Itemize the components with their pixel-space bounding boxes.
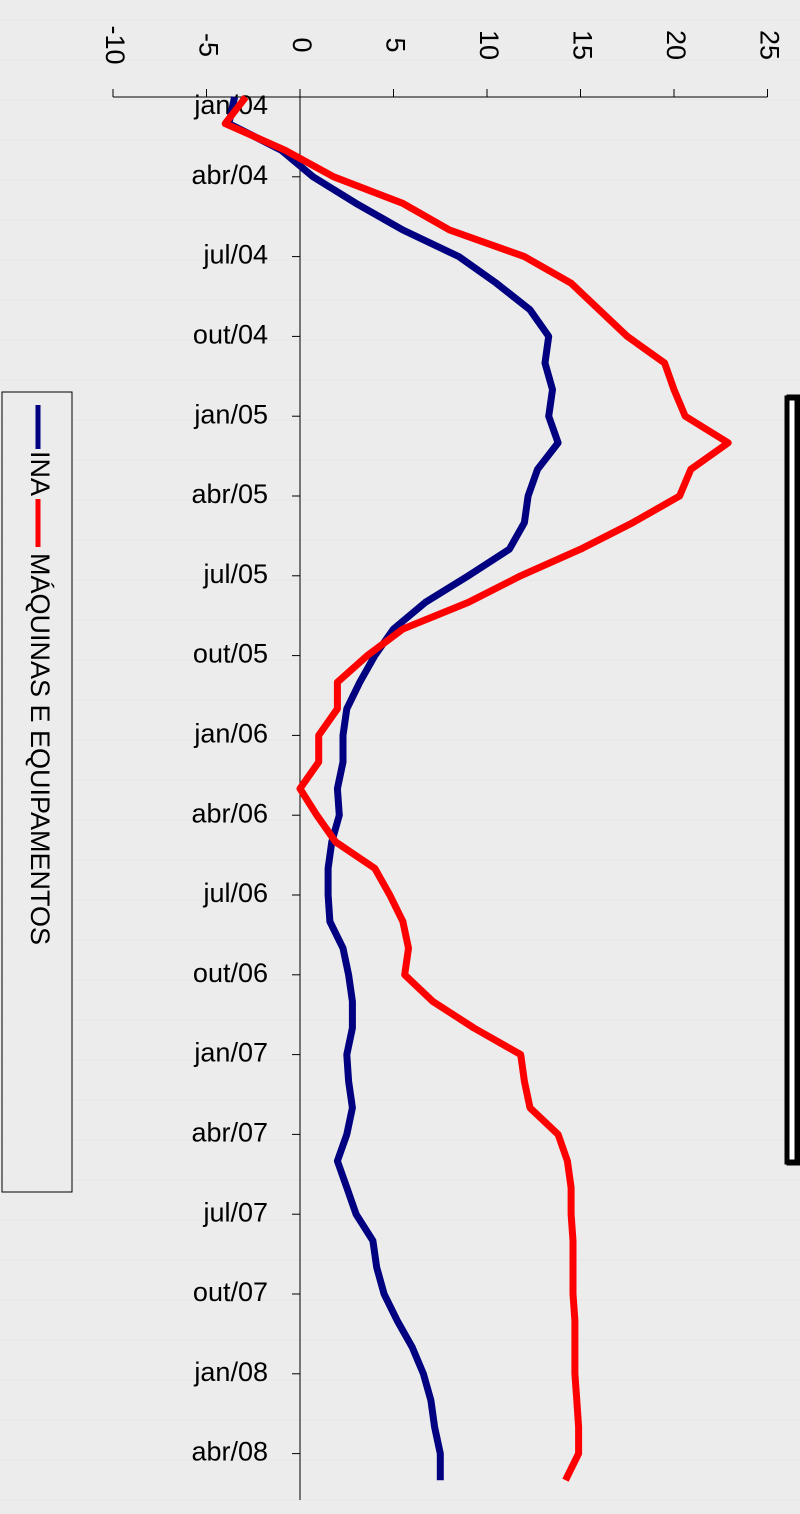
category-tick-label: abr/05 (191, 479, 268, 509)
category-tick-label: abr/07 (191, 1118, 268, 1148)
value-tick-label: 20 (661, 30, 691, 60)
category-tick-label: jul/04 (202, 240, 268, 270)
category-tick-label: out/06 (193, 958, 268, 988)
value-tick-label: 10 (474, 30, 504, 60)
series-line-1 (221, 94, 732, 1482)
series-layer (221, 94, 732, 1482)
value-tick-label: -10 (100, 25, 130, 64)
category-tick-label: abr/04 (191, 160, 268, 190)
category-tick-label: jul/06 (202, 878, 268, 908)
category-tick-label: jul/07 (202, 1197, 268, 1227)
category-tick-label: out/07 (193, 1277, 268, 1307)
category-tick-label: out/04 (193, 320, 268, 350)
category-tick-label: jul/05 (202, 559, 268, 589)
value-tick-label: 25 (754, 30, 784, 60)
category-tick-label: abr/08 (191, 1437, 268, 1467)
category-tick-label: jan/06 (193, 719, 268, 749)
series-line-0 (225, 96, 562, 1481)
legend: INA MÁQUINAS E EQUIPAMENTOS (1, 391, 73, 1193)
legend-label-maquinas: MÁQUINAS E EQUIPAMENTOS (25, 553, 55, 945)
legend-box (1, 391, 73, 1193)
axes: -10 -5 0 5 10 15 20 25jan/04abr/04jul/04out/04j… (100, 25, 784, 1500)
value-tick-label: -5 (193, 33, 223, 57)
category-tick-label: out/05 (193, 639, 268, 669)
category-tick-label: jan/07 (193, 1038, 268, 1068)
empty-frame-inner (784, 395, 800, 1165)
category-tick-label: jan/08 (193, 1357, 268, 1387)
value-tick-label: 5 (380, 37, 410, 52)
legend-label-ina: INA (25, 451, 55, 496)
category-tick-label: jan/05 (193, 399, 268, 429)
category-tick-label: abr/06 (191, 798, 268, 828)
value-tick-label: 0 (287, 37, 317, 52)
value-tick-label: 15 (567, 30, 597, 60)
